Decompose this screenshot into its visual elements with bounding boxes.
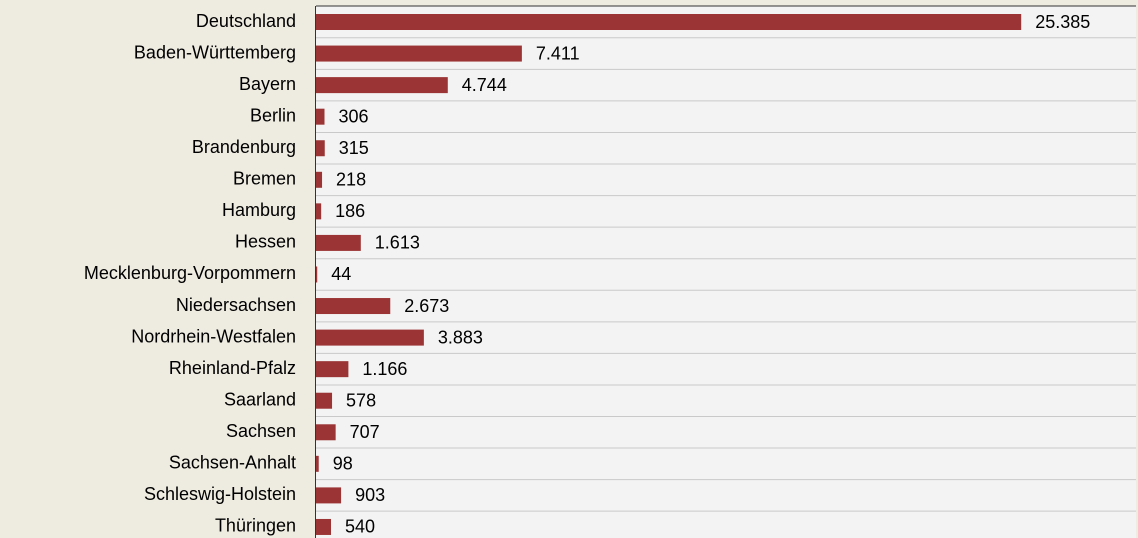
y-tick-label: Brandenburg xyxy=(192,137,296,157)
bar xyxy=(316,234,361,251)
y-tick-label: Baden-Württemberg xyxy=(134,42,296,62)
bar xyxy=(316,487,342,504)
y-tick-label: Schleswig-Holstein xyxy=(144,484,296,504)
bar xyxy=(316,361,349,378)
bar xyxy=(316,203,322,220)
plot-area xyxy=(316,6,1136,538)
value-label: 186 xyxy=(335,201,365,221)
value-label: 1.166 xyxy=(362,359,407,379)
y-tick-label: Saarland xyxy=(224,389,296,409)
bar xyxy=(316,298,391,315)
y-tick-label: Hamburg xyxy=(222,200,296,220)
bar xyxy=(316,424,336,441)
y-tick-label: Deutschland xyxy=(196,11,296,31)
value-label: 903 xyxy=(355,485,385,505)
bar xyxy=(316,329,424,346)
y-tick-label: Bremen xyxy=(233,169,296,189)
value-label: 44 xyxy=(331,264,351,284)
y-tick-label: Thüringen xyxy=(215,516,296,536)
y-tick-label: Niedersachsen xyxy=(176,295,296,315)
value-label: 315 xyxy=(339,138,369,158)
bar xyxy=(316,518,332,535)
value-label: 540 xyxy=(345,517,375,537)
value-label: 25.385 xyxy=(1035,12,1090,32)
y-tick-label: Sachsen xyxy=(226,421,296,441)
bar xyxy=(316,140,325,157)
bar xyxy=(316,171,323,188)
value-label: 707 xyxy=(350,422,380,442)
bar xyxy=(316,392,333,409)
bar xyxy=(316,266,318,283)
bar xyxy=(316,14,1022,30)
bar xyxy=(316,77,448,94)
y-tick-label: Nordrhein-Westfalen xyxy=(131,326,296,346)
value-label: 7.411 xyxy=(536,43,580,63)
bar xyxy=(316,45,522,62)
y-tick-label: Sachsen-Anhalt xyxy=(169,453,296,473)
y-tick-label: Mecklenburg-Vorpommern xyxy=(84,263,296,283)
value-label: 3.883 xyxy=(438,327,483,347)
y-tick-label: Berlin xyxy=(250,105,296,125)
bar xyxy=(316,455,319,472)
y-tick-label: Hessen xyxy=(235,232,296,252)
value-label: 306 xyxy=(339,106,369,126)
bar xyxy=(316,108,325,125)
value-label: 2.673 xyxy=(404,296,449,316)
value-label: 4.744 xyxy=(462,75,507,95)
value-label: 98 xyxy=(333,454,353,474)
y-tick-label: Bayern xyxy=(239,74,296,94)
y-tick-label: Rheinland-Pfalz xyxy=(169,358,296,378)
value-label: 578 xyxy=(346,390,376,410)
value-label: 1.613 xyxy=(375,233,420,253)
value-label: 218 xyxy=(336,170,366,190)
